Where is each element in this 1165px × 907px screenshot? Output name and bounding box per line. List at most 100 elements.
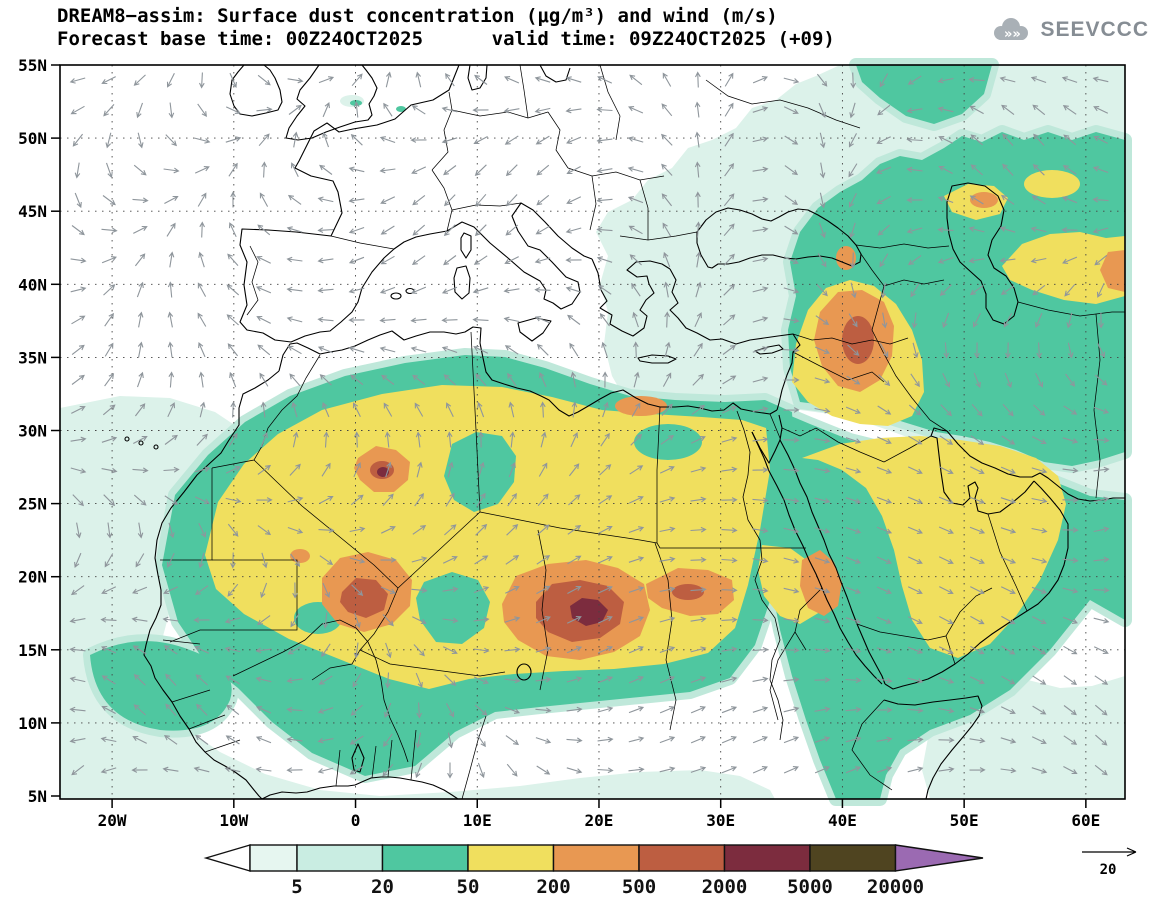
- wind-arrow: [537, 493, 549, 507]
- wind-arrow: [322, 131, 330, 148]
- wind-arrow: [539, 372, 547, 388]
- wind-arrow: [380, 225, 395, 235]
- wind-arrow: [627, 196, 644, 204]
- wind-arrow: [597, 285, 612, 295]
- wind-arrow: [226, 704, 240, 716]
- wind-arrow: [1031, 527, 1048, 534]
- wind-arrow: [907, 496, 923, 504]
- wind-arrow: [752, 736, 768, 744]
- wind-arrow: [317, 196, 334, 203]
- wind-arrow: [256, 497, 273, 503]
- wind-arrow: [506, 194, 518, 207]
- wind-arrow: [596, 197, 613, 204]
- wind-arrow: [661, 103, 673, 117]
- wind-arrow: [783, 527, 800, 534]
- wind-arrow: [567, 525, 582, 535]
- wind-arrow: [721, 676, 738, 683]
- wind-arrow: [906, 227, 923, 234]
- wind-arrow: [474, 555, 489, 565]
- wind-arrow: [163, 466, 180, 473]
- legend-segment: [249, 844, 298, 872]
- wind-arrow: [783, 377, 800, 383]
- wind-arrow: [225, 497, 242, 504]
- wind-arrow: [783, 497, 800, 504]
- lon-label: 30E: [706, 811, 735, 830]
- wind-arrow: [505, 585, 520, 594]
- wind-arrow: [72, 133, 84, 147]
- wind-arrow: [1063, 735, 1078, 745]
- wind-arrow: [695, 71, 701, 88]
- wind-arrow: [848, 163, 858, 178]
- wind-arrow: [848, 313, 858, 328]
- wind-arrow: [166, 73, 175, 88]
- wind-arrow: [724, 132, 734, 147]
- wind-arrow: [411, 286, 427, 294]
- wind-arrow: [596, 167, 613, 174]
- wind-arrow: [445, 72, 455, 87]
- wind-arrow: [168, 371, 175, 388]
- wind-arrow: [195, 703, 208, 716]
- wind-arrow: [1001, 104, 1015, 116]
- lat-label: 45N: [18, 202, 47, 221]
- wind-arrow: [1062, 497, 1079, 503]
- wind-arrow: [1005, 342, 1011, 359]
- wind-arrow: [845, 406, 861, 414]
- wind-arrow: [476, 733, 486, 748]
- wind-arrow: [473, 136, 488, 145]
- wind-arrow: [348, 317, 365, 323]
- wind-arrow: [721, 406, 737, 414]
- wind-arrow: [721, 766, 738, 774]
- wind-arrow: [256, 255, 271, 264]
- wind-arrow: [1093, 106, 1109, 114]
- wind-arrow: [256, 706, 272, 714]
- wind-arrow: [503, 287, 520, 294]
- wind-arrow: [292, 131, 299, 148]
- wind-arrow: [349, 557, 366, 564]
- wind-arrow: [570, 432, 578, 448]
- wind-arrow: [969, 556, 985, 564]
- wind-arrow: [286, 767, 303, 773]
- wind-arrow: [131, 767, 148, 773]
- wind-arrow: [942, 373, 951, 388]
- wind-arrow: [382, 614, 394, 627]
- wind-arrow: [413, 644, 425, 657]
- wind-arrow: [256, 615, 271, 626]
- wind-arrow: [134, 403, 146, 417]
- lon-label: 60E: [1071, 811, 1100, 830]
- wind-arrow: [416, 461, 423, 478]
- lon-label: 20W: [98, 811, 127, 830]
- wind-arrow: [1031, 736, 1047, 745]
- wind-arrow: [162, 616, 179, 623]
- wind-arrow: [937, 196, 954, 204]
- wind-arrow: [69, 676, 86, 683]
- wind-arrow: [566, 767, 583, 774]
- wind-arrow: [1063, 645, 1078, 655]
- wind-arrow: [257, 224, 271, 236]
- wind-arrow: [194, 137, 211, 144]
- wind-arrow: [724, 102, 734, 117]
- wind-arrow: [162, 766, 179, 773]
- wind-arrow: [257, 464, 272, 475]
- wind-arrow: [939, 466, 954, 475]
- wind-arrow: [228, 222, 237, 238]
- wind-arrow: [876, 496, 893, 504]
- wind-arrow: [565, 227, 582, 234]
- wind-arrow: [876, 195, 891, 205]
- wind-arrow: [168, 522, 175, 539]
- wind-arrow: [879, 343, 889, 358]
- axis-layer: 55N 50N 45N 40N 35N 30N 25N 20N 15N 10N 5N 20W 10W 0 1…: [18, 56, 1100, 830]
- wind-arrow: [104, 342, 114, 357]
- wind-arrow: [910, 283, 920, 298]
- wind-arrow: [131, 616, 148, 623]
- wind-arrow: [1093, 466, 1110, 473]
- wind-arrow: [565, 286, 582, 293]
- wind-arrow: [199, 401, 206, 418]
- wind-arrow: [508, 401, 515, 418]
- wind-arrow: [1032, 104, 1046, 116]
- wind-arrow: [384, 672, 391, 689]
- wind-arrow: [199, 72, 205, 89]
- wind-arrow: [286, 736, 303, 743]
- wind-arrow: [506, 523, 519, 536]
- wind-arrow: [942, 312, 950, 329]
